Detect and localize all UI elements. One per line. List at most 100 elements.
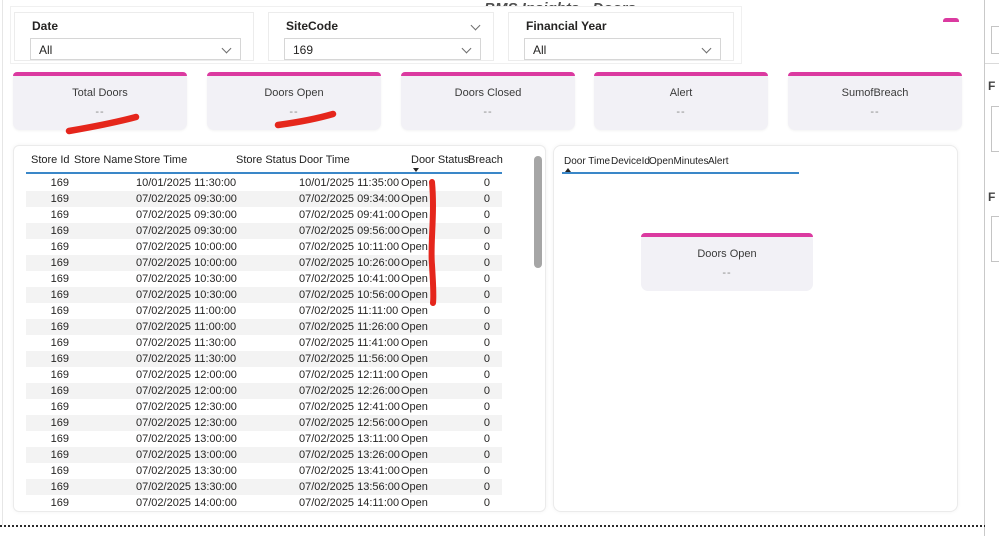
- table-row[interactable]: 169 07/02/2025 09:30:00 07/02/2025 09:41…: [26, 207, 502, 223]
- cell-store-time: 07/02/2025 10:00:00: [136, 257, 237, 269]
- financial-year-dropdown[interactable]: All: [524, 38, 721, 60]
- column-header-store-name[interactable]: Store Name: [74, 154, 133, 166]
- cell-store-time: 07/02/2025 12:00:00: [136, 369, 237, 381]
- cell-door-status: Open: [401, 241, 428, 253]
- kpi-label: Doors Open: [264, 87, 324, 99]
- chevron-down-icon[interactable]: [461, 43, 472, 54]
- table-row[interactable]: 169 07/02/2025 13:30:00 07/02/2025 13:41…: [26, 463, 502, 479]
- table-row[interactable]: 169 07/02/2025 13:00:00 07/02/2025 13:11…: [26, 431, 502, 447]
- table-row[interactable]: 169 07/02/2025 09:30:00 07/02/2025 09:34…: [26, 191, 502, 207]
- cell-door-time: 07/02/2025 13:41:00: [299, 465, 400, 477]
- column-header-alert[interactable]: Alert: [708, 156, 729, 167]
- cell-door-time: 07/02/2025 12:11:00: [299, 369, 400, 381]
- table-row[interactable]: 169 07/02/2025 10:00:00 07/02/2025 10:11…: [26, 239, 502, 255]
- sitecode-dropdown[interactable]: 169: [284, 38, 481, 60]
- cell-store-time: 07/02/2025 11:30:00: [136, 337, 237, 349]
- cell-store-id: 169: [50, 241, 69, 253]
- table-row[interactable]: 169 10/01/2025 11:30:00 10/01/2025 11:35…: [26, 175, 502, 191]
- cell-breach: 0: [483, 241, 490, 253]
- slicer-collapse-chevron-icon[interactable]: [470, 20, 481, 31]
- cell-door-status: Open: [401, 449, 428, 461]
- table-row[interactable]: 169 07/02/2025 11:00:00 07/02/2025 11:11…: [26, 303, 502, 319]
- cell-door-time: 07/02/2025 11:26:00: [299, 321, 400, 333]
- cell-store-time: 07/02/2025 13:00:00: [136, 433, 237, 445]
- filter-pane-section-line: [985, 63, 999, 64]
- table-row[interactable]: 169 07/02/2025 13:30:00 07/02/2025 13:56…: [26, 479, 502, 495]
- cell-door-status: Open: [401, 289, 428, 301]
- cell-store-id: 169: [50, 305, 69, 317]
- cell-door-time: 07/02/2025 10:56:00: [299, 289, 400, 301]
- detail-table-panel: Door Time DeviceId OpenMinutes Alert Doo…: [553, 145, 958, 512]
- cell-door-time: 07/02/2025 09:56:00: [299, 225, 400, 237]
- column-header-door-status[interactable]: Door Status: [411, 154, 470, 166]
- kpi-card-total-doors[interactable]: Total Doors --: [13, 72, 187, 130]
- column-header-store-time[interactable]: Store Time: [134, 154, 188, 166]
- kpi-card-doors-closed[interactable]: Doors Closed --: [401, 72, 575, 130]
- column-header-door-time[interactable]: Door Time: [564, 156, 611, 167]
- cell-door-status: Open: [401, 369, 428, 381]
- table-row[interactable]: 169 07/02/2025 14:00:00 07/02/2025 14:11…: [26, 495, 502, 511]
- table-row[interactable]: 169 07/02/2025 09:30:00 07/02/2025 09:56…: [26, 223, 502, 239]
- cell-store-time: 07/02/2025 09:30:00: [136, 193, 237, 205]
- cell-store-time: 07/02/2025 13:30:00: [136, 465, 237, 477]
- table-row[interactable]: 169 07/02/2025 11:00:00 07/02/2025 11:26…: [26, 319, 502, 335]
- filter-pane-input[interactable]: [991, 216, 999, 262]
- cell-store-id: 169: [50, 289, 69, 301]
- partial-card-accent-bar: [943, 18, 959, 22]
- table-row[interactable]: 169 07/02/2025 10:30:00 07/02/2025 10:56…: [26, 287, 502, 303]
- cell-breach: 0: [483, 225, 490, 237]
- cell-store-id: 169: [50, 497, 69, 509]
- cell-breach: 0: [483, 289, 490, 301]
- main-table-panel: Store Id Store Name Store Time Store Sta…: [13, 145, 546, 512]
- cell-door-status: Open: [401, 497, 428, 509]
- table-row[interactable]: 169 07/02/2025 10:30:00 07/02/2025 10:41…: [26, 271, 502, 287]
- chevron-down-icon[interactable]: [221, 43, 232, 54]
- cell-store-id: 169: [50, 465, 69, 477]
- table-row[interactable]: 169 07/02/2025 12:00:00 07/02/2025 12:11…: [26, 367, 502, 383]
- column-header-breach[interactable]: Breach: [468, 154, 503, 166]
- cell-store-time: 07/02/2025 11:00:00: [136, 305, 237, 317]
- kpi-label: Doors Open: [697, 248, 757, 260]
- cell-store-time: 07/02/2025 13:00:00: [136, 449, 237, 461]
- column-header-deviceid[interactable]: DeviceId: [611, 156, 650, 167]
- cell-door-status: Open: [401, 209, 428, 221]
- kpi-card-doors-open[interactable]: Doors Open --: [207, 72, 381, 130]
- table-row[interactable]: 169 07/02/2025 12:00:00 07/02/2025 12:26…: [26, 383, 502, 399]
- table-row[interactable]: 169 07/02/2025 12:30:00 07/02/2025 12:56…: [26, 415, 502, 431]
- kpi-label: Alert: [669, 87, 693, 99]
- cell-door-status: Open: [401, 385, 428, 397]
- cell-store-id: 169: [50, 417, 69, 429]
- cell-store-time: 07/02/2025 10:30:00: [136, 289, 237, 301]
- cell-store-time: 07/02/2025 13:30:00: [136, 481, 237, 493]
- chevron-down-icon[interactable]: [701, 43, 712, 54]
- cell-breach: 0: [483, 417, 490, 429]
- vertical-scrollbar[interactable]: [534, 156, 542, 268]
- slicer-date: Date All: [14, 12, 254, 61]
- kpi-card-doors-open-detail[interactable]: Doors Open --: [641, 233, 813, 291]
- table-row[interactable]: 169 07/02/2025 12:30:00 07/02/2025 12:41…: [26, 399, 502, 415]
- table-row[interactable]: 169 07/02/2025 13:00:00 07/02/2025 13:26…: [26, 447, 502, 463]
- table-row[interactable]: 169 07/02/2025 11:30:00 07/02/2025 11:41…: [26, 335, 502, 351]
- table-row[interactable]: 169 07/02/2025 10:00:00 07/02/2025 10:26…: [26, 255, 502, 271]
- kpi-card-alert[interactable]: Alert --: [594, 72, 768, 130]
- filter-pane-input[interactable]: [991, 106, 999, 152]
- column-header-openminutes[interactable]: OpenMinutes: [649, 156, 709, 167]
- cell-door-time: 07/02/2025 12:26:00: [299, 385, 400, 397]
- column-header-door-time[interactable]: Door Time: [299, 154, 350, 166]
- header-underline: [562, 172, 799, 174]
- kpi-card-sumofbreach[interactable]: SumofBreach --: [788, 72, 962, 130]
- date-dropdown-value: All: [39, 43, 53, 57]
- cell-door-status: Open: [401, 417, 428, 429]
- column-header-store-id[interactable]: Store Id: [31, 154, 70, 166]
- filter-pane-input[interactable]: [991, 26, 999, 54]
- cell-store-id: 169: [50, 209, 69, 221]
- column-header-store-status[interactable]: Store Status: [236, 154, 297, 166]
- date-dropdown[interactable]: All: [30, 38, 241, 60]
- cell-store-id: 169: [50, 337, 69, 349]
- cell-store-id: 169: [50, 481, 69, 493]
- slicer-financial-year: Financial Year All: [508, 12, 734, 61]
- table-row[interactable]: 169 07/02/2025 11:30:00 07/02/2025 11:56…: [26, 351, 502, 367]
- cell-store-id: 169: [50, 257, 69, 269]
- cell-store-id: 169: [50, 321, 69, 333]
- cell-store-time: 07/02/2025 14:00:00: [136, 497, 237, 509]
